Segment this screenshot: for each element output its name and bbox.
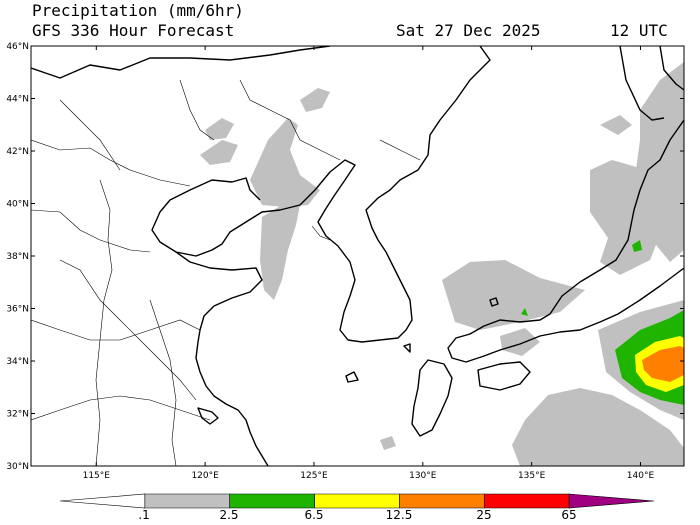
precip-area-green-honshu: [632, 240, 642, 252]
precip-area-north-japan: [636, 62, 684, 262]
precip-area-inner-mongolia: [205, 118, 234, 140]
province-border: [379, 139, 421, 161]
province-border: [311, 225, 331, 241]
colorbar-swatch: [229, 493, 315, 509]
precip-area-green-honshu-south: [521, 308, 528, 316]
colorbar-label-0: .1: [138, 508, 150, 522]
shikoku-coast: [477, 361, 531, 391]
colorbar-swatch: [59, 493, 146, 509]
china-east-coast: [175, 251, 269, 466]
honshu-coast: [447, 119, 684, 363]
chart-title: Precipitation (mm/6hr): [32, 1, 244, 20]
axis-ticks: 30°N 32°N 34°N 36°N 38°N 40°N 42°N 44°N 46°N 115°…: [6, 42, 684, 481]
colorbar-label-5: 65: [561, 508, 577, 522]
colorbar-label-2: 6.5: [304, 508, 324, 522]
province-border: [31, 395, 211, 421]
precip-area-kyushu-south: [500, 328, 540, 356]
sakhalin-coast: [619, 46, 665, 121]
lon-tick-label: 115°E: [83, 471, 111, 481]
province-border: [59, 259, 197, 401]
province-border: [95, 179, 113, 466]
colorbar-swatch: [399, 493, 485, 509]
precip-area-north-china: [200, 140, 238, 165]
lat-tick-label: 36°N: [6, 305, 29, 315]
lat-tick-label: 34°N: [6, 357, 29, 367]
lat-tick-label: 32°N: [6, 410, 29, 420]
small-island-3: [403, 343, 411, 353]
valid-date: Sat 27 Dec 2025: [396, 21, 541, 40]
lon-tick-label: 135°E: [518, 471, 546, 481]
province-border: [149, 299, 177, 466]
chart-subtitle: GFS 336 Hour Forecast: [32, 21, 235, 40]
province-border: [31, 319, 201, 341]
colorbar-label-3: 12.5: [385, 508, 413, 522]
precip-area-liaoning: [250, 118, 320, 207]
lat-tick-label: 38°N: [6, 252, 29, 262]
lon-tick-label: 125°E: [300, 471, 328, 481]
province-borders: [31, 79, 421, 466]
precip-area-mongolia: [300, 88, 330, 112]
province-border: [239, 79, 341, 161]
lon-tick-label: 130°E: [409, 471, 437, 481]
lat-tick-label: 42°N: [6, 147, 29, 157]
lat-tick-label: 30°N: [6, 462, 29, 472]
lon-tick-label: 120°E: [191, 471, 219, 481]
small-island-2: [489, 297, 499, 307]
province-border: [179, 79, 215, 141]
kyushu-coast: [411, 359, 453, 437]
coastlines: [31, 46, 684, 466]
hokkaido-coast: [659, 46, 684, 91]
province-border: [59, 99, 121, 171]
precip-area-hokkaido-coast: [600, 115, 632, 135]
precip-area-yellow-sea: [260, 205, 300, 300]
province-border: [31, 139, 191, 187]
russia-border-coast: [31, 46, 331, 79]
precip-area-pacific: [512, 388, 684, 466]
lat-tick-label: 40°N: [6, 200, 29, 210]
lat-tick-label: 44°N: [6, 95, 29, 105]
valid-time: 12 UTC: [610, 21, 668, 40]
colorbar-swatch: [568, 493, 655, 509]
small-island-1: [345, 371, 359, 383]
colorbar-swatch: [314, 493, 400, 509]
lon-tick-label: 140°E: [627, 471, 655, 481]
precip-area-korea-strait: [442, 260, 585, 330]
province-border: [31, 209, 151, 253]
colorbar-swatch: [483, 493, 570, 509]
precip-shading: [200, 62, 684, 466]
small-island-4: [197, 407, 219, 425]
precip-area-small-east-china-sea: [380, 436, 396, 450]
lat-tick-label: 46°N: [6, 42, 29, 52]
colorbar-swatch: [144, 493, 231, 509]
colorbar-label-4: 25: [476, 508, 492, 522]
colorbar: [59, 493, 655, 509]
precip-area-orange-pacific: [642, 346, 684, 382]
asia-east-coast: [151, 46, 491, 343]
colorbar-label-1: 2.5: [219, 508, 239, 522]
